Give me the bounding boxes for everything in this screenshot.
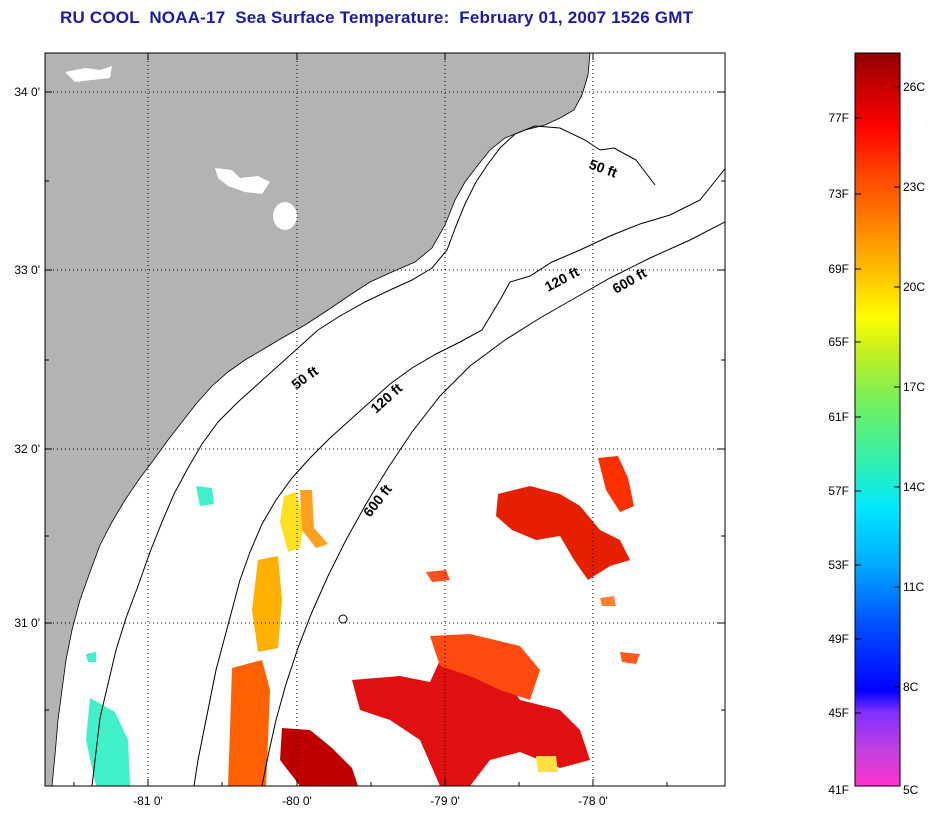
colorbar-c-label: 17C bbox=[903, 380, 925, 394]
colorbar-c-label: 14C bbox=[903, 480, 925, 494]
colorbar-c-label: 26C bbox=[903, 80, 925, 94]
colorbar-c-label: 11C bbox=[903, 580, 924, 594]
coastline bbox=[51, 53, 591, 786]
contour-label: 120 ft bbox=[367, 380, 405, 417]
isobath-120ft bbox=[193, 167, 725, 786]
contour-label: 600 ft bbox=[610, 264, 650, 296]
seamount-contour bbox=[338, 614, 348, 624]
colorbar-f-label: 41F bbox=[828, 783, 849, 797]
colorbar-f-label: 77F bbox=[828, 111, 849, 125]
lon-label: -80 0' bbox=[282, 794, 312, 808]
inland-lake bbox=[215, 168, 270, 194]
lon-label: -79 0' bbox=[430, 794, 460, 808]
color-scale-bar: 77F 73F 69F 65F 61F 57F 53F 49F 45F 41F … bbox=[828, 52, 925, 797]
map-area bbox=[45, 53, 725, 786]
lat-label: 32 0' bbox=[14, 442, 40, 456]
land-mass bbox=[45, 53, 590, 786]
colorbar-c-label: 8C bbox=[903, 680, 919, 694]
lat-label: 33 0' bbox=[14, 263, 40, 277]
contour-label: 50 ft bbox=[288, 362, 321, 392]
lat-label: 34 0' bbox=[14, 85, 40, 99]
map-frame bbox=[44, 52, 726, 787]
tick-marks bbox=[45, 53, 725, 786]
graticule bbox=[45, 53, 725, 786]
inland-lake bbox=[273, 202, 297, 230]
colorbar-c-label: 20C bbox=[903, 280, 925, 294]
lon-label: -78 0' bbox=[578, 794, 608, 808]
colorbar-f-label: 73F bbox=[828, 187, 849, 201]
isobath-50ft bbox=[91, 125, 656, 786]
colorbar-f-label: 65F bbox=[828, 335, 849, 349]
colorbar-f-label: 57F bbox=[828, 484, 849, 498]
lon-label: -81 0' bbox=[133, 794, 163, 808]
colorbar-f-label: 61F bbox=[828, 410, 849, 424]
colorbar-gradient bbox=[854, 52, 901, 787]
isobath-600ft bbox=[261, 221, 725, 786]
colorbar-f-label: 53F bbox=[828, 558, 849, 572]
contour-label: 120 ft bbox=[542, 263, 582, 294]
contour-label: 600 ft bbox=[360, 481, 395, 520]
contour-label: 50 ft bbox=[587, 156, 620, 181]
sst-patches bbox=[86, 456, 640, 786]
colorbar-c-label: 23C bbox=[903, 180, 925, 194]
lat-label: 31 0' bbox=[14, 616, 40, 630]
colorbar-c-label: 5C bbox=[903, 783, 919, 797]
colorbar-f-label: 45F bbox=[828, 706, 849, 720]
colorbar-f-label: 69F bbox=[828, 262, 849, 276]
map-title: RU COOL NOAA-17 Sea Surface Temperature:… bbox=[60, 8, 694, 27]
colorbar-f-label: 49F bbox=[828, 632, 849, 646]
inland-lake bbox=[65, 66, 112, 82]
